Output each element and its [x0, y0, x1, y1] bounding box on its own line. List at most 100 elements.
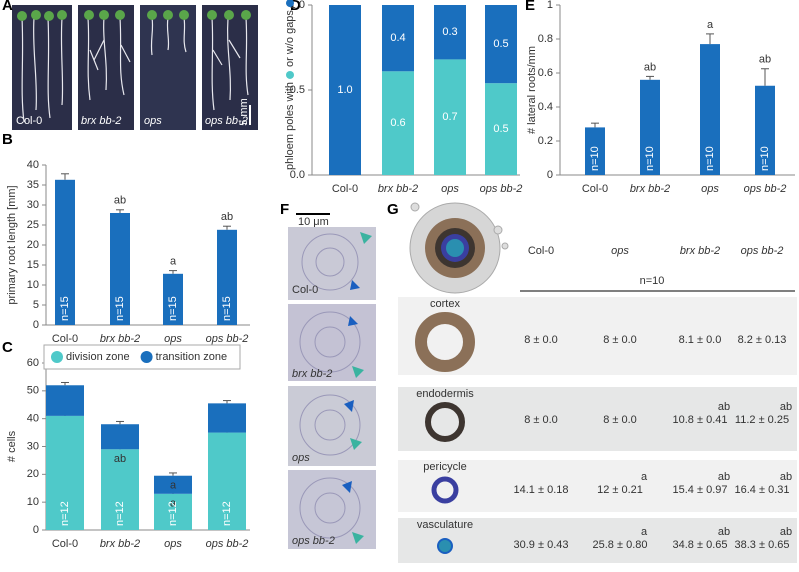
cell-value: 8 ± 0.0 — [524, 334, 558, 346]
cell-value: 14.1 ± 0.18 — [514, 484, 569, 496]
cell-value: 10.8 ± 0.41 — [673, 414, 728, 426]
y-tick-label: 25 — [27, 219, 39, 231]
photo — [288, 304, 376, 381]
cell-value: 8 ± 0.0 — [603, 414, 637, 426]
bar-segment — [485, 83, 517, 175]
photo-caption: brx bb-2 — [81, 115, 121, 127]
x-tick-label: ops — [164, 333, 182, 345]
y-tick-label: 0.5 — [290, 84, 305, 96]
cell-value: 11.2 ± 0.25 — [735, 414, 789, 426]
row-band — [398, 518, 797, 563]
endodermis-icon — [425, 402, 465, 442]
significance: ab — [718, 526, 730, 538]
photo-caption: Col-0 — [16, 115, 42, 127]
cell-value: 8 ± 0.0 — [524, 414, 558, 426]
x-tick-label: Col-0 — [52, 333, 78, 345]
n-label: n=12 — [167, 501, 179, 526]
y-tick-label: 0.4 — [538, 101, 553, 113]
column-header: Col-0 — [528, 245, 554, 257]
n-label: n=15 — [167, 296, 179, 321]
cell-value: 25.8 ± 0.80 — [593, 539, 648, 551]
bar-segment — [485, 5, 517, 84]
photo — [288, 227, 376, 300]
y-axis-label: # cells — [6, 430, 18, 462]
significance: ab — [780, 471, 792, 483]
y-tick-label: 0 — [33, 524, 39, 536]
bar — [217, 229, 237, 325]
significance: ab — [718, 401, 730, 413]
n-label: n=15 — [221, 296, 233, 321]
bar-segment — [101, 449, 139, 530]
n-label: n=12 — [114, 501, 126, 526]
legend-label: transition zone — [156, 351, 228, 363]
value-label: 0.4 — [390, 32, 405, 44]
n-label: n=12 — [221, 501, 233, 526]
panel-label: C — [2, 339, 13, 356]
photo-caption: brx bb-2 — [292, 368, 332, 380]
y-tick-label: 60 — [27, 357, 39, 369]
y-axis-label: primary root length [mm] — [6, 185, 18, 304]
x-tick-label: brx bb-2 — [630, 183, 670, 195]
significance: a — [170, 256, 177, 268]
photo — [12, 5, 72, 130]
bar-segment — [434, 5, 466, 60]
y-tick-label: 15 — [27, 259, 39, 271]
panel-label: E — [525, 0, 535, 14]
cell-value: 15.4 ± 0.97 — [673, 484, 728, 496]
bar — [755, 85, 775, 175]
bar-segment — [208, 432, 246, 530]
significance: a — [707, 19, 714, 31]
y-tick-label: 0.0 — [290, 169, 305, 181]
n-label: n=12 — [59, 501, 71, 526]
y-label-key — [286, 0, 294, 8]
n-label: n=10 — [644, 146, 656, 171]
table: Col-0 ops brx bb-2 ops bb-2 n=10 cortex 8 ± 0.… — [416, 245, 792, 551]
y-axis-label: # lateral roots/mm — [526, 46, 538, 134]
legend-swatch — [140, 351, 153, 363]
photo-caption: ops bb-2 — [292, 535, 335, 547]
y-tick-label: 0.8 — [538, 33, 553, 45]
x-tick-label: Col-0 — [52, 538, 78, 550]
x-tick-label: ops — [164, 538, 182, 550]
column-header: ops bb-2 — [741, 245, 784, 257]
y-axis-label: or w/o gaps — [284, 10, 296, 67]
row-label: pericycle — [423, 461, 466, 473]
x-tick-label: ops — [701, 183, 719, 195]
x-tick-label: brx bb-2 — [378, 183, 418, 195]
significance: a — [641, 471, 648, 483]
pericycle-icon — [431, 476, 459, 504]
row-label: cortex — [430, 298, 460, 310]
significance: ab — [644, 61, 656, 73]
y-tick-label: 40 — [27, 159, 39, 171]
legend-label: division zone — [66, 351, 130, 363]
x-tick-label: ops bb-2 — [206, 333, 249, 345]
cell-value: 12 ± 0.21 — [597, 484, 643, 496]
roots — [21, 17, 249, 123]
bar-segment — [101, 424, 139, 450]
significance: ab — [780, 401, 792, 413]
leaves — [17, 10, 251, 21]
n-label: n=10 — [759, 146, 771, 171]
y-tick-label: 30 — [27, 440, 39, 452]
cell-value: 34.8 ± 0.65 — [673, 539, 728, 551]
bar-segment — [434, 59, 466, 175]
bar-segment — [382, 71, 414, 175]
significance: ab — [114, 453, 126, 465]
significance: a — [170, 480, 177, 492]
arrowheads — [342, 232, 372, 544]
n-label: n=15 — [114, 296, 126, 321]
significance: ab — [759, 54, 771, 66]
panel-label: A — [2, 0, 13, 14]
y-tick-label: 10 — [27, 279, 39, 291]
row-band — [398, 460, 797, 512]
row-label: vasculature — [417, 519, 473, 531]
y-tick-label: 0.6 — [538, 67, 553, 79]
y-tick-label: 20 — [27, 468, 39, 480]
cell-value: 8 ± 0.0 — [603, 334, 637, 346]
y-tick-label: 40 — [27, 413, 39, 425]
cell-value: 16.4 ± 0.31 — [735, 484, 790, 496]
value-label: 1.0 — [337, 84, 352, 96]
x-tick-label: Col-0 — [332, 183, 358, 195]
bar — [163, 273, 183, 325]
